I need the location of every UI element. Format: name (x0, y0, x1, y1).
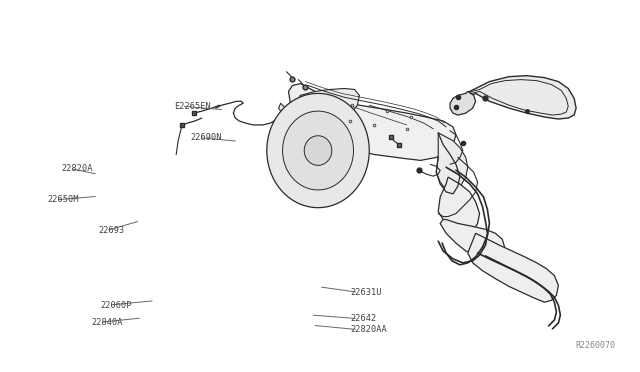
Polygon shape (438, 177, 479, 236)
Polygon shape (436, 133, 468, 194)
Polygon shape (304, 136, 332, 165)
Text: 22060P: 22060P (100, 301, 132, 310)
Polygon shape (278, 89, 360, 127)
Polygon shape (440, 219, 505, 263)
Text: 22642: 22642 (350, 314, 376, 323)
Polygon shape (468, 233, 558, 302)
Polygon shape (463, 76, 576, 119)
Text: 22840A: 22840A (92, 318, 124, 327)
Polygon shape (283, 111, 353, 190)
Text: E2265EN: E2265EN (173, 102, 211, 110)
Text: 22820A: 22820A (61, 164, 93, 173)
Text: 22631U: 22631U (350, 288, 382, 297)
Text: 22650M: 22650M (47, 195, 79, 205)
Text: R2260070: R2260070 (575, 340, 616, 350)
Polygon shape (289, 84, 456, 160)
Polygon shape (267, 93, 369, 208)
Polygon shape (450, 92, 476, 115)
Text: 22820AA: 22820AA (350, 325, 387, 334)
Text: 22690N: 22690N (191, 133, 222, 142)
Text: 22693: 22693 (98, 226, 124, 235)
